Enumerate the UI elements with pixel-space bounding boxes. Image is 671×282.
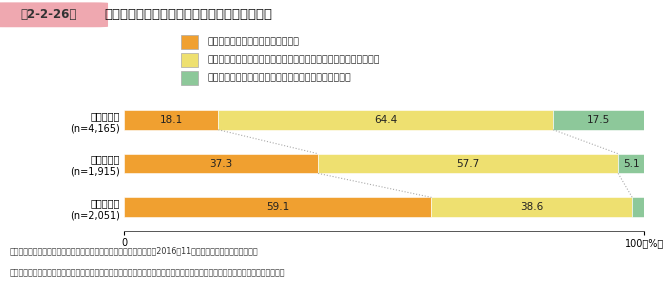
Text: 経営者が一人で意思決定をしている: 経営者が一人で意思決定をしている [208, 38, 300, 47]
Bar [318, 154, 618, 173]
FancyBboxPatch shape [181, 53, 198, 67]
Bar [431, 197, 632, 217]
Bar [124, 197, 431, 217]
Text: 第2-2-26図: 第2-2-26図 [21, 8, 77, 21]
FancyBboxPatch shape [181, 35, 198, 49]
Bar [124, 110, 218, 130]
Text: （注）「中規模法人」は中規模法人向け調査を集計、「小規模法人」、「個人事業者」は小規模事業者向け調査を集計している。: （注）「中規模法人」は中規模法人向け調査を集計、「小規模法人」、「個人事業者」は… [10, 268, 286, 277]
Text: 37.3: 37.3 [209, 158, 233, 169]
Text: 38.6: 38.6 [520, 202, 544, 212]
Text: 57.7: 57.7 [456, 158, 480, 169]
FancyBboxPatch shape [0, 2, 108, 27]
Text: 役員や幹部従業員との会議の決議で意思決定をしている: 役員や幹部従業員との会議の決議で意思決定をしている [208, 73, 352, 82]
Bar [124, 154, 318, 173]
Bar [553, 110, 644, 130]
Text: 17.5: 17.5 [587, 115, 611, 125]
Text: 5.1: 5.1 [623, 158, 639, 169]
Text: 組織形態別に見た、社内の重要な意思決定状況: 組織形態別に見た、社内の重要な意思決定状況 [104, 8, 272, 21]
Bar [632, 197, 644, 217]
FancyBboxPatch shape [181, 71, 198, 85]
Bar [618, 154, 645, 173]
Text: 資料：中小企業庁委託「企業経営の継続に関するアンケート調査」（2016年11月、（株）東京商工リサーチ）: 資料：中小企業庁委託「企業経営の継続に関するアンケート調査」（2016年11月、… [10, 246, 259, 255]
Text: 59.1: 59.1 [266, 202, 289, 212]
Text: 18.1: 18.1 [160, 115, 183, 125]
Bar [218, 110, 553, 130]
Text: 64.4: 64.4 [374, 115, 397, 125]
Text: 役員や幹部従業員に都度相談しながら経営者が意思決定をしている: 役員や幹部従業員に都度相談しながら経営者が意思決定をしている [208, 56, 380, 65]
